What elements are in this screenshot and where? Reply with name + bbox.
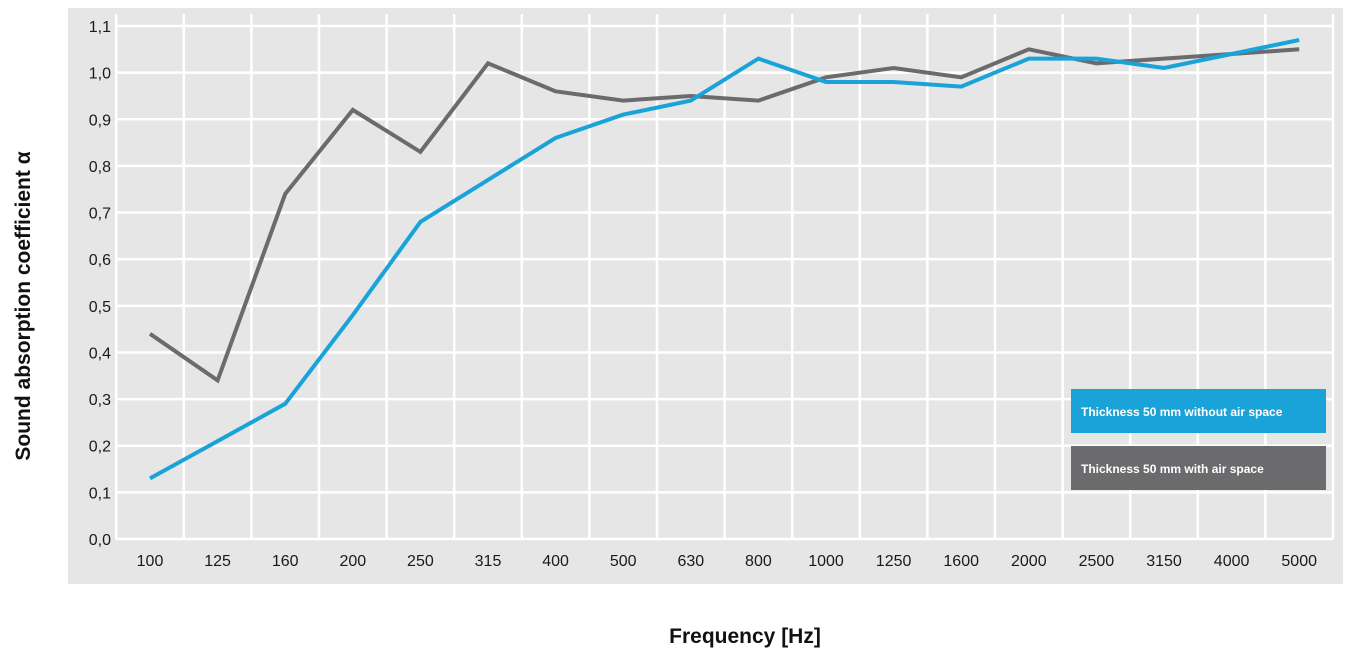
x-tick-label: 2500 <box>1079 553 1115 570</box>
y-tick-label: 0,6 <box>89 252 111 269</box>
x-tick-label: 500 <box>610 553 637 570</box>
series-line-2 <box>148 47 1300 384</box>
x-axis-title: Frequency [Hz] <box>669 625 821 648</box>
legend-swatch-2 <box>1071 446 1326 490</box>
x-tick-label: 2000 <box>1011 553 1047 570</box>
y-tick-labels: 0,0 0,1 0,2 0,3 0,4 0,5 0,6 0,7 0,8 0,9 1,0 1,1 <box>89 19 111 549</box>
x-tick-label: 630 <box>677 553 704 570</box>
x-tick-label: 315 <box>475 553 502 570</box>
series-line-1 <box>149 38 1300 481</box>
y-tick-label: 0,8 <box>89 159 111 176</box>
y-tick-label: 0,9 <box>89 112 111 129</box>
x-tick-label: 1000 <box>808 553 844 570</box>
y-axis-title: Sound absorption coefficient α <box>12 151 35 460</box>
y-tick-label: 0,7 <box>89 206 111 223</box>
legend: Thickness 50 mm without air space Thickne… <box>1071 389 1326 490</box>
x-tick-label: 100 <box>137 553 164 570</box>
y-tick-label: 0,3 <box>89 392 111 409</box>
legend-label-2: Thickness 50 mm with air space <box>1081 462 1264 476</box>
legend-label-1: Thickness 50 mm without air space <box>1081 405 1283 419</box>
x-tick-label: 1250 <box>876 553 912 570</box>
y-tick-label: 1,1 <box>89 19 111 36</box>
legend-swatch-1 <box>1071 389 1326 433</box>
x-tick-label: 125 <box>204 553 231 570</box>
y-tick-label: 0,4 <box>89 345 111 362</box>
y-tick-label: 0,5 <box>89 299 111 316</box>
x-tick-label: 5000 <box>1281 553 1317 570</box>
x-tick-label: 1600 <box>943 553 979 570</box>
y-tick-label: 0,2 <box>89 439 111 456</box>
x-tick-label: 800 <box>745 553 772 570</box>
series-lines <box>148 38 1300 481</box>
x-tick-label: 4000 <box>1214 553 1250 570</box>
x-tick-label: 160 <box>272 553 299 570</box>
x-tick-label: 400 <box>542 553 569 570</box>
y-tick-label: 0,1 <box>89 485 111 502</box>
x-tick-label: 200 <box>339 553 366 570</box>
x-tick-label: 250 <box>407 553 434 570</box>
x-tick-label: 3150 <box>1146 553 1182 570</box>
x-tick-labels: 100 125 160 200 250 315 400 500 630 800 1000 1250 16… <box>137 553 1317 570</box>
y-tick-label: 1,0 <box>89 66 111 83</box>
plot-background <box>68 8 1343 584</box>
y-tick-label: 0,0 <box>89 532 111 549</box>
